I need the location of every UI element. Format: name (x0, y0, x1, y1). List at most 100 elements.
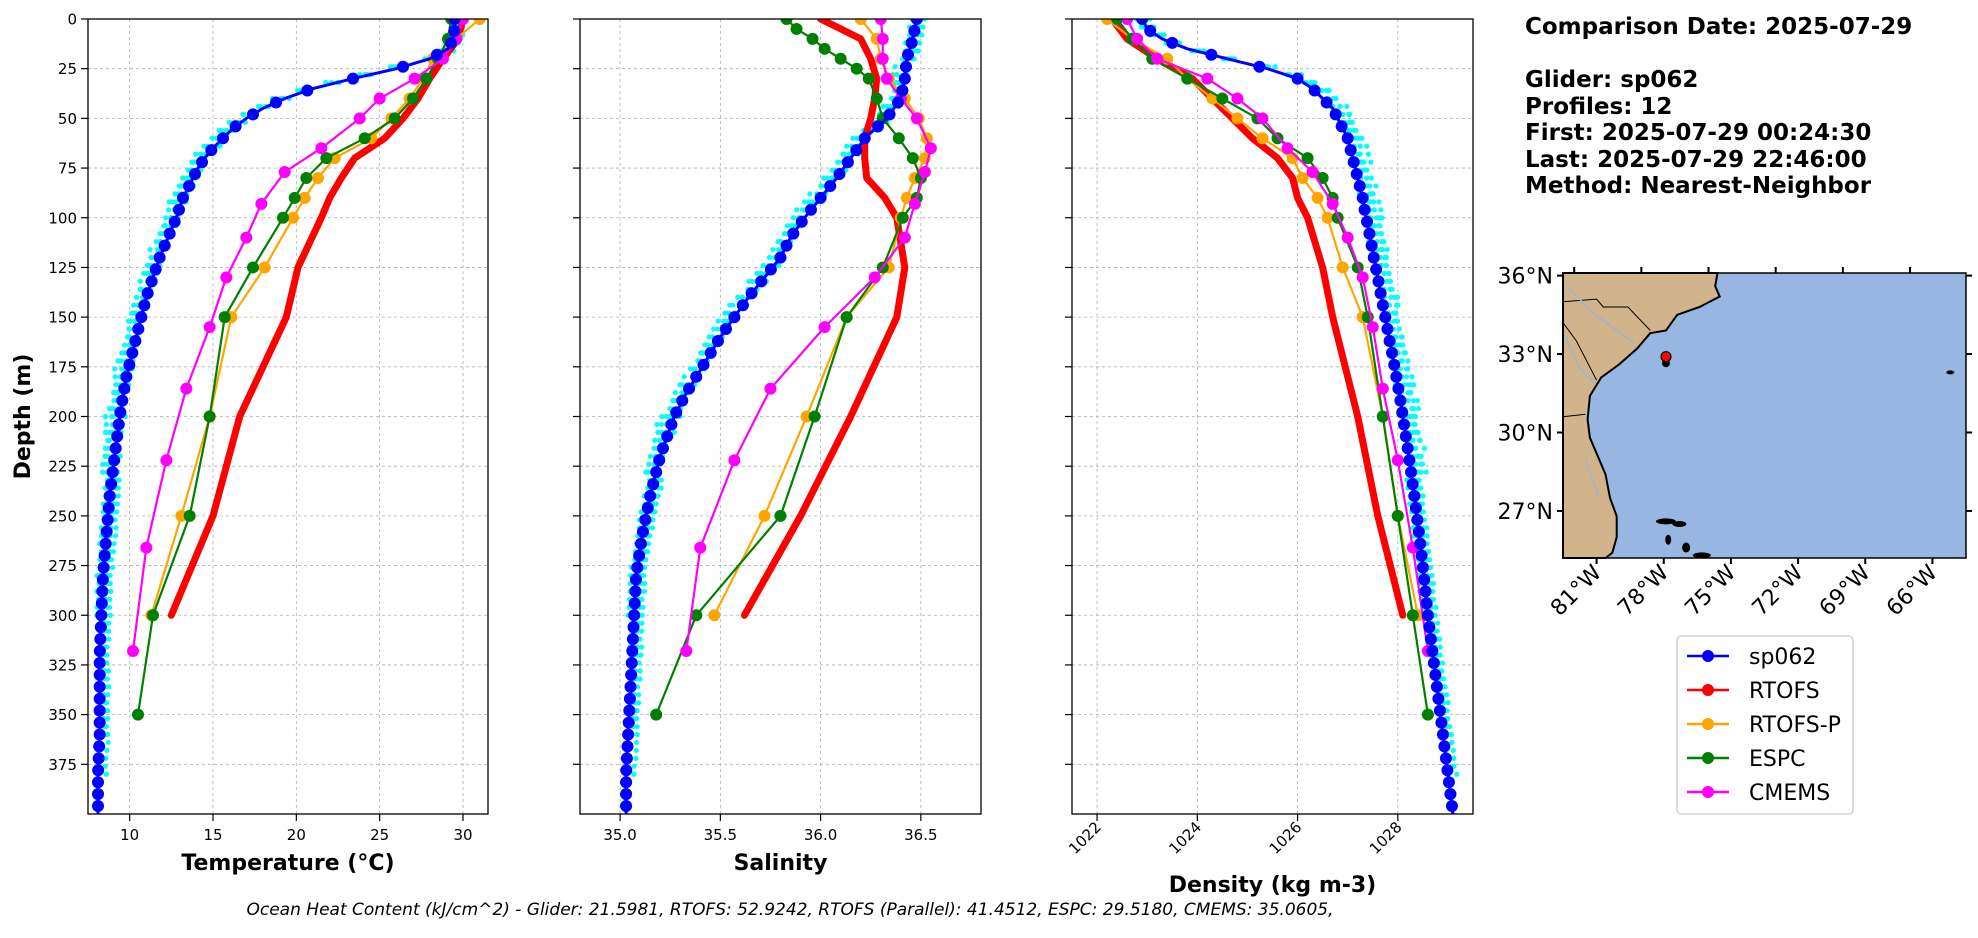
series-point-rtofs-p (287, 211, 299, 224)
glider-profile-point (103, 771, 109, 777)
series-point-espc (650, 708, 663, 721)
series-point-sp062 (1435, 716, 1448, 729)
glider-profile-point (110, 549, 117, 555)
series-point-sp062 (1347, 156, 1360, 169)
glider-profile-point (633, 716, 640, 722)
series-point-sp062 (1427, 656, 1440, 669)
series-point-sp062 (1424, 633, 1437, 646)
series-point-sp062 (114, 406, 127, 419)
glider-profile-point (163, 215, 169, 221)
series-point-sp062 (628, 597, 641, 610)
glider-profile-point (649, 525, 656, 531)
glider-profile-point (880, 103, 886, 110)
glider-profile-point (699, 350, 706, 356)
glider-profile-point (1379, 246, 1386, 253)
series-point-cmems (880, 72, 893, 85)
series-point-rtofs-p (1256, 132, 1269, 145)
series-point-sp062 (631, 561, 644, 574)
y-tick-label: 100 (48, 209, 77, 227)
series-point-sp062 (1416, 561, 1429, 574)
glider-profile-point (102, 763, 108, 769)
series-point-espc (132, 708, 144, 721)
series-point-sp062 (627, 621, 640, 634)
glider-profile-point (106, 684, 112, 690)
glider-profile-point (99, 469, 106, 475)
state-border (1562, 298, 1651, 331)
series-point-sp062 (787, 227, 800, 240)
series-point-sp062 (1353, 179, 1366, 192)
series-point-sp062 (1253, 60, 1266, 73)
glider-profile-point (108, 588, 114, 595)
series-point-sp062 (1379, 311, 1392, 324)
glider-profile-point (633, 739, 640, 746)
glider-profile-point (739, 294, 745, 300)
series-point-rtofs-p (298, 191, 311, 204)
glider-profile-point (107, 572, 113, 579)
legend: sp062 RTOFS RTOFS-P ESPC CMEMS (1676, 635, 1854, 815)
glider-profile-point (114, 501, 121, 507)
series-point-sp062 (1398, 418, 1411, 431)
series-point-sp062 (1383, 334, 1396, 347)
x-tick-label: 1026 (1266, 818, 1306, 858)
glider-profile-point (106, 620, 112, 626)
glider-profile-point (1272, 64, 1278, 70)
glider-profile-point (1386, 270, 1392, 276)
glider-profile-point (1402, 350, 1408, 356)
series-point-espc (247, 261, 259, 274)
glider-profile-point (1412, 421, 1418, 428)
map-lon-label: 81°W (1546, 560, 1607, 621)
x-tick-label: 1024 (1165, 818, 1205, 858)
glider-profile-point (1429, 572, 1435, 579)
glider-profile-point (1407, 390, 1414, 396)
series-point-sp062 (1409, 501, 1422, 514)
glider-profile-point (917, 40, 923, 46)
glider-profile-point (295, 87, 301, 94)
glider-profile-point (1382, 270, 1388, 276)
series-point-sp062 (149, 263, 162, 276)
glider-profile-point (1395, 302, 1401, 308)
series-point-sp062 (620, 788, 633, 801)
x-tick-label: 20 (287, 826, 306, 844)
series-point-cmems (1151, 52, 1164, 65)
series-point-sp062 (94, 633, 107, 646)
series-point-sp062 (145, 275, 158, 288)
series-point-espc (870, 92, 883, 105)
series-point-sp062 (1433, 704, 1446, 717)
glider-profile-point (640, 604, 646, 610)
glider-profile-point (1450, 747, 1456, 754)
map-lat-label: 36°N (1498, 265, 1553, 290)
series-point-sp062 (177, 191, 189, 204)
series-point-sp062 (1392, 382, 1405, 395)
glider-profile-point (1355, 135, 1361, 141)
panel-1: 0 25 50 75 100 125 150 175 200 225 250 275 300 325 350… (11, 11, 489, 876)
series-point-sp062 (690, 370, 703, 383)
series-point-cmems (924, 142, 937, 155)
series-point-sp062 (625, 668, 638, 681)
glider-profile-point (766, 254, 773, 261)
series-point-sp062 (1405, 466, 1418, 479)
glider-profile-point (1437, 652, 1443, 658)
glider-profile-point (639, 628, 645, 634)
glider-profile-point (106, 604, 113, 610)
comparison-info: Comparison Date: 2025-07-29 Glider: sp06… (1525, 14, 1912, 200)
series-point-sp062 (108, 454, 121, 467)
series-point-cmems (373, 92, 386, 105)
glider-profile-point (198, 151, 204, 157)
series-point-sp062 (98, 549, 111, 562)
y-tick-label: 250 (48, 507, 77, 525)
glider-profile-point (1404, 366, 1410, 372)
series-point-sp062 (1423, 621, 1436, 634)
series-point-sp062 (665, 418, 678, 431)
glider-name: Glider: sp062 (1525, 67, 1699, 93)
island (1682, 542, 1691, 553)
glider-profile-point (119, 366, 125, 372)
series-point-sp062 (653, 454, 666, 467)
glider-profile-point (105, 708, 111, 714)
series-point-sp062 (644, 490, 657, 502)
glider-profile-point (1383, 262, 1390, 269)
glider-profile-point (107, 596, 113, 602)
glider-profile-point (105, 692, 111, 698)
glider-profile-point (641, 588, 648, 595)
y-tick-label: 50 (58, 110, 77, 128)
glider-profile-point (758, 270, 764, 276)
